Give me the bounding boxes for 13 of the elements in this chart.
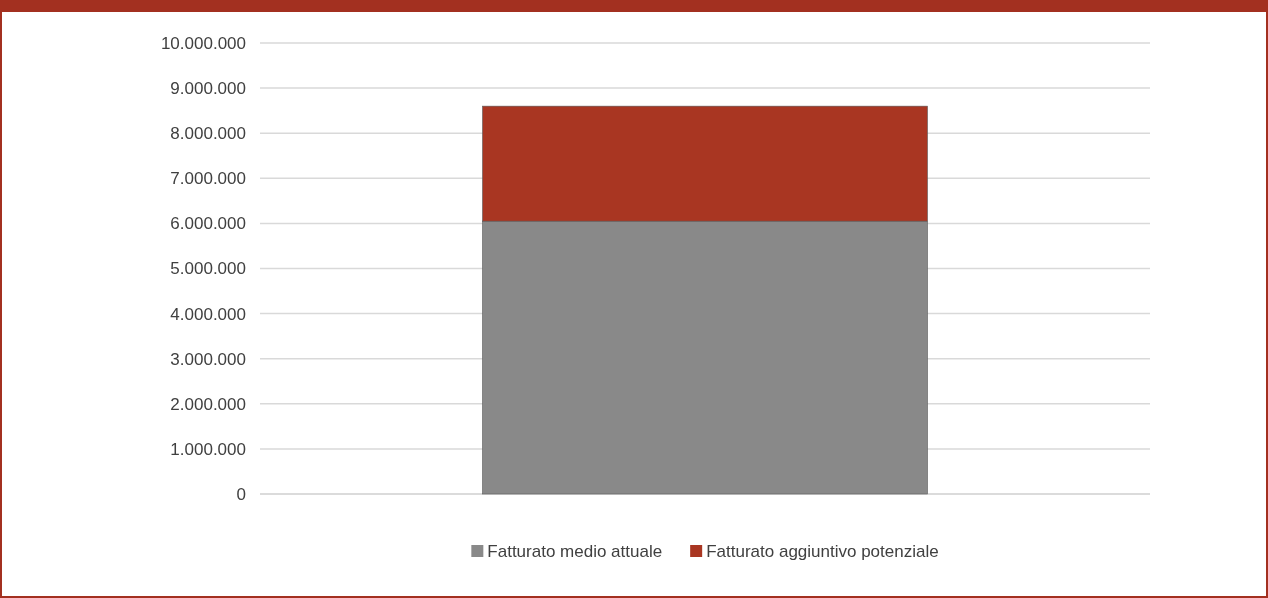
legend-label: Fatturato aggiuntivo potenziale <box>706 542 939 561</box>
y-tick-label: 2.000.000 <box>170 394 246 414</box>
y-tick-label: 4.000.000 <box>170 304 246 324</box>
y-tick-label: 1.000.000 <box>170 439 246 459</box>
y-tick-label: 7.000.000 <box>170 169 246 189</box>
y-tick-label: 6.000.000 <box>170 214 246 234</box>
y-tick-label: 9.000.000 <box>170 79 246 99</box>
y-tick-label: 5.000.000 <box>170 259 246 279</box>
y-tick-label: 10.000.000 <box>160 33 246 53</box>
y-tick-label: 3.000.000 <box>170 349 246 369</box>
y-tick-label: 8.000.000 <box>170 124 246 144</box>
legend-label: Fatturato medio attuale <box>487 542 663 561</box>
y-tick-label: 0 <box>236 484 246 504</box>
